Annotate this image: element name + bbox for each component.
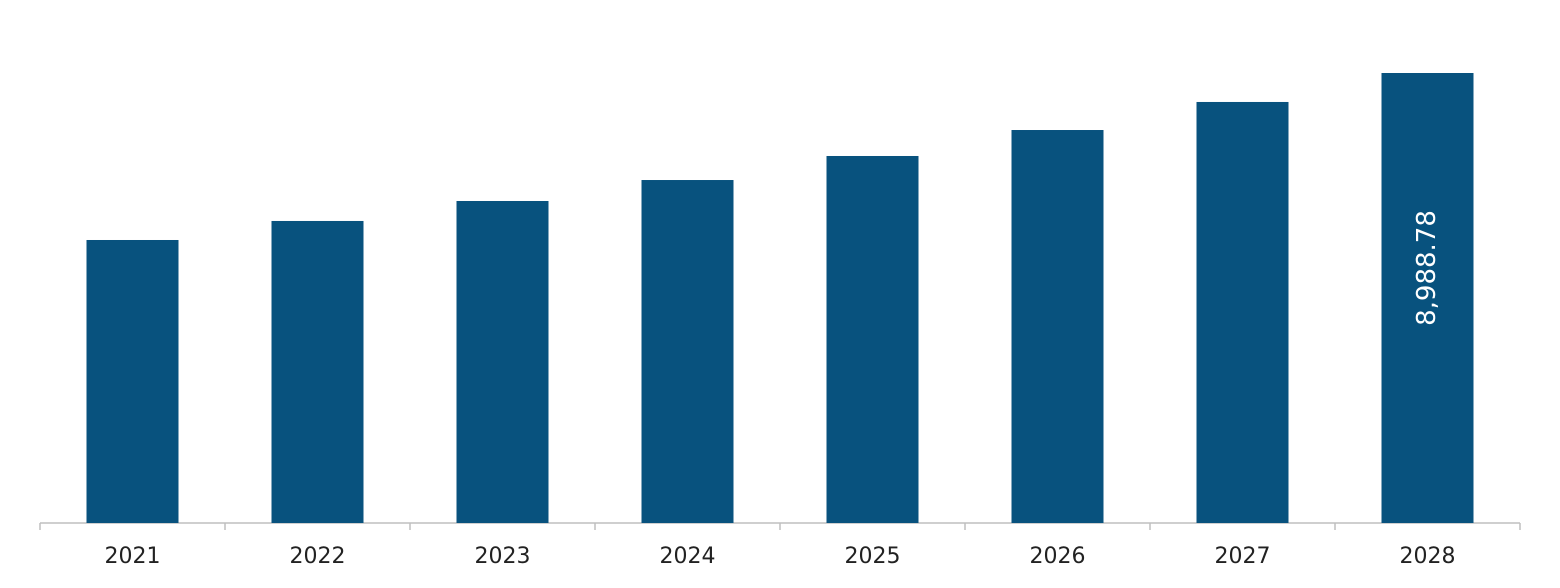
bar (86, 239, 179, 523)
bar (1196, 101, 1289, 523)
bar (641, 180, 734, 524)
bar (271, 220, 364, 523)
x-tick-label: 2025 (845, 544, 901, 569)
x-tick-label: 2022 (290, 544, 346, 569)
x-tick-label: 2021 (105, 544, 161, 569)
bar (1381, 73, 1474, 523)
value-label: 8,988.78 (1412, 210, 1442, 326)
bar (456, 200, 549, 523)
x-tick-label: 2024 (660, 544, 716, 569)
x-tick-label: 2026 (1030, 544, 1086, 569)
x-tick-label: 2023 (475, 544, 531, 569)
x-tick-label: 2027 (1215, 544, 1271, 569)
bar (826, 155, 919, 523)
bar (1011, 130, 1104, 523)
x-tick-label: 2028 (1400, 544, 1456, 569)
